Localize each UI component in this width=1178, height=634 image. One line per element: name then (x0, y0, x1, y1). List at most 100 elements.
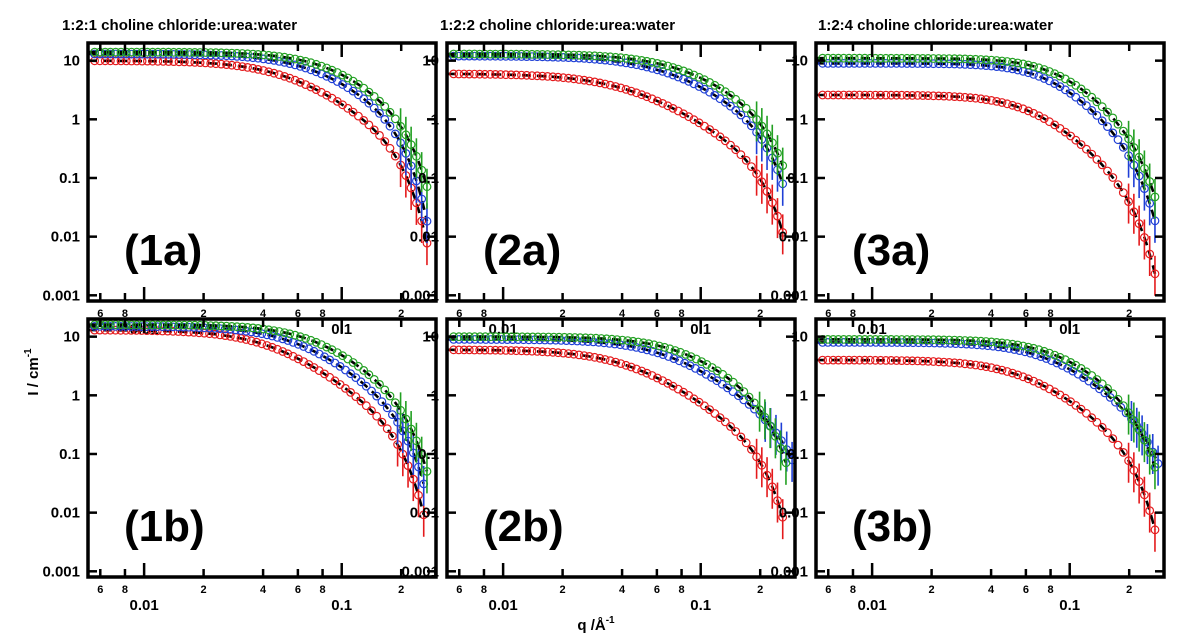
data-point-red (720, 417, 730, 427)
data-point-green (776, 444, 786, 453)
data-point-green (332, 68, 342, 77)
data-point-green (849, 335, 859, 344)
data-point-green (907, 335, 917, 344)
data-point-red (262, 341, 272, 350)
data-point-red (778, 227, 788, 237)
data-point-red (372, 411, 382, 421)
data-point-green (364, 87, 374, 97)
data-point-red (939, 91, 949, 101)
data-point-red (253, 64, 263, 74)
data-point-red (849, 90, 859, 100)
y-tick-label: 0.001 (401, 287, 439, 304)
data-point-green (902, 53, 912, 63)
data-point-blue (359, 94, 369, 104)
data-point-green (565, 333, 575, 342)
data-point-red (976, 94, 986, 104)
data-point-green (1034, 63, 1044, 73)
data-point-blue (642, 345, 652, 355)
data-point-blue (341, 365, 350, 375)
data-point-blue (971, 60, 980, 70)
data-point-blue (652, 65, 662, 75)
data-point-blue (637, 61, 647, 71)
data-point-green (317, 61, 326, 71)
data-point-red (220, 331, 230, 341)
data-point-red (227, 60, 237, 70)
data-point-green (301, 56, 311, 66)
data-point-green (465, 332, 474, 342)
data-point-green (390, 114, 400, 124)
data-point-green (981, 337, 991, 346)
data-point-green (359, 83, 369, 93)
data-point-green (459, 332, 469, 342)
data-point-blue (278, 334, 288, 344)
data-point-green (464, 49, 474, 59)
data-point-green (929, 335, 938, 345)
data-point-green (823, 53, 833, 63)
y-tick-label: 0.1 (418, 446, 439, 463)
data-point-red (142, 56, 152, 66)
data-point-green (502, 332, 511, 342)
data-point-red (361, 401, 371, 411)
data-point-red (955, 92, 965, 102)
data-point-red (1139, 490, 1149, 500)
data-point-blue (929, 59, 938, 69)
data-point-green (697, 357, 706, 367)
data-point-red (902, 90, 912, 100)
data-point-red (731, 427, 741, 436)
data-point-red (585, 76, 594, 86)
data-point-green (955, 54, 965, 64)
y-axis-title-text: I / cm (25, 357, 42, 395)
data-point-green (1124, 408, 1133, 418)
data-point-red (382, 424, 392, 434)
data-point-red (855, 90, 864, 100)
data-point-green (496, 49, 506, 59)
data-point-red (1018, 104, 1028, 114)
data-point-red (1071, 401, 1081, 410)
data-point-red (532, 71, 542, 81)
data-point-green (860, 53, 870, 63)
data-point-red (375, 130, 384, 140)
data-point-red (939, 357, 949, 367)
data-point-red (757, 177, 767, 187)
x-minor-tick-label: 6 (97, 308, 103, 320)
data-point-red (934, 91, 944, 101)
data-point-green (1118, 126, 1128, 136)
data-point-blue (918, 59, 928, 68)
data-point-blue (543, 52, 552, 62)
data-point-green (965, 336, 975, 346)
data-point-blue (860, 59, 870, 68)
data-point-green (253, 50, 263, 59)
data-point-red (632, 88, 641, 98)
x-minor-tick-label: 4 (988, 584, 995, 596)
data-point-green (385, 107, 395, 117)
data-point-green (828, 53, 838, 63)
data-point-green (111, 320, 121, 330)
data-point-red (517, 70, 526, 80)
data-point-blue (658, 66, 667, 76)
data-point-green (544, 332, 553, 342)
data-point-green (649, 340, 659, 350)
data-point-green (939, 54, 949, 63)
data-point-red (1092, 154, 1102, 164)
data-point-red (569, 349, 579, 359)
data-point-green (158, 320, 168, 330)
data-point-red (923, 91, 933, 100)
data-point-red (960, 359, 970, 369)
data-point-green (747, 109, 756, 118)
x-tick-label: 0.1 (690, 597, 711, 614)
data-point-blue (736, 110, 746, 120)
data-point-green (179, 47, 189, 57)
data-point-green (605, 52, 615, 62)
x-minor-tick-label: 2 (560, 584, 566, 596)
data-point-green (876, 53, 885, 63)
data-point-red (369, 125, 379, 135)
data-point-red (569, 74, 579, 84)
data-point-red (923, 356, 933, 366)
data-point-blue (1002, 63, 1012, 73)
data-point-green (668, 63, 678, 72)
data-point-green (396, 405, 406, 415)
data-point-green (574, 50, 584, 60)
x-minor-tick-label: 8 (320, 584, 326, 596)
data-point-blue (274, 57, 284, 66)
data-point-blue (637, 344, 647, 354)
